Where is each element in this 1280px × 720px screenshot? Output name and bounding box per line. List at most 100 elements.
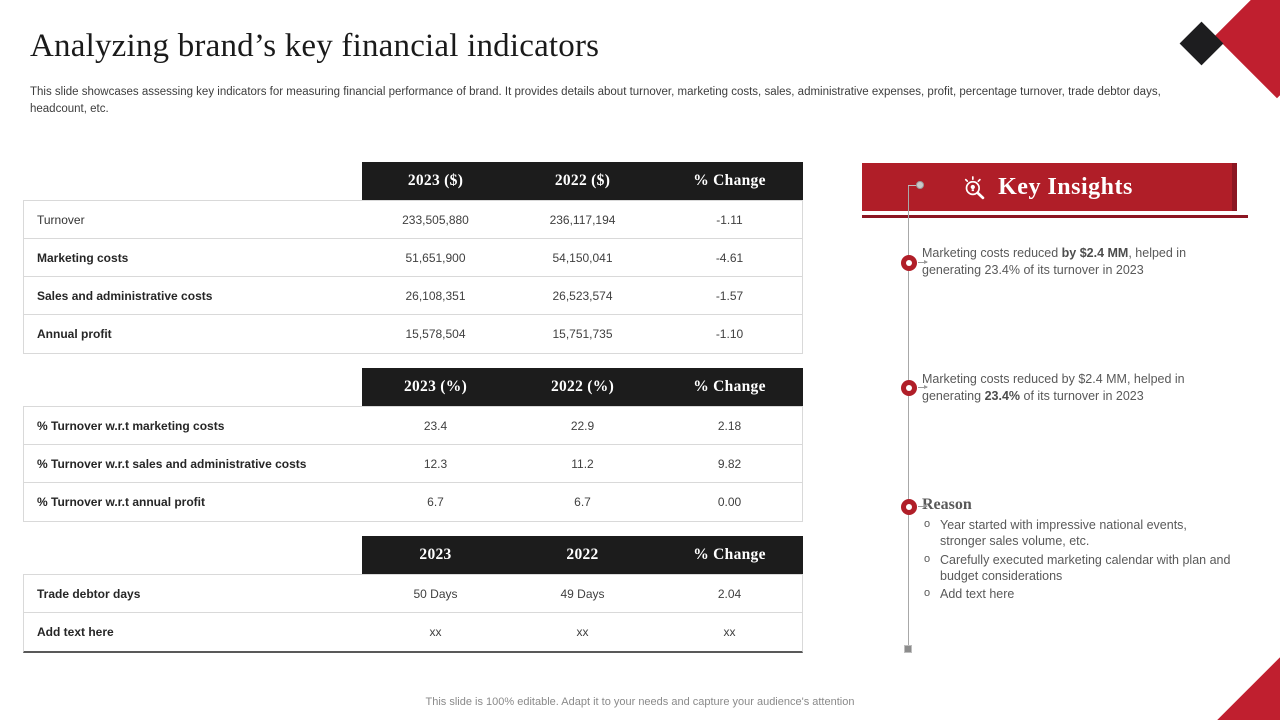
reason-bullet-text: Add text here <box>940 587 1015 601</box>
insight-text-bold: 23.4% <box>984 388 1021 403</box>
cell-2022: 15,751,735 <box>552 327 613 341</box>
cell-change: -1.57 <box>715 288 744 303</box>
corner-red-diamond-icon <box>1214 0 1280 99</box>
cell-2022: 22.9 <box>570 418 595 433</box>
table-row-marketing-costs: Marketing costs 51,651,900 54,150,041 -4… <box>24 239 802 277</box>
cell-2022: 54,150,041 <box>552 250 613 265</box>
reason-bullet-text: Carefully executed marketing calendar wi… <box>940 552 1231 583</box>
cell-2023: 50 Days <box>413 586 458 601</box>
table-header-row: 2023 ($) 2022 ($) % Change <box>23 162 803 200</box>
corner-black-diamond-icon <box>1179 21 1224 66</box>
table-header-row: 2023 2022 % Change <box>23 536 803 574</box>
circle-bullet-icon: o <box>924 552 931 565</box>
cell-change: -1.11 <box>716 212 743 227</box>
cell-2022: 26,523,574 <box>552 288 613 303</box>
timeline-end-dot-icon <box>904 645 912 653</box>
reason-block: Reason o Year started with impressive nat… <box>922 496 1234 604</box>
cell-change: 2.04 <box>717 586 742 601</box>
column-header-2022: 2022 ($) <box>509 162 656 200</box>
column-header-2023: 2023 (%) <box>362 368 509 406</box>
cell-change: -1.10 <box>715 327 744 341</box>
table-row-add-text: Add text here xx xx xx <box>24 613 802 651</box>
timeline-top-dot-icon <box>916 181 924 189</box>
table-row-annual-profit: Annual profit 15,578,504 15,751,735 -1.1… <box>24 315 802 353</box>
column-header-2022: 2022 <box>509 536 656 574</box>
table-body: Trade debtor days 50 Days 49 Days 2.04 A… <box>23 574 803 653</box>
row-label: Annual profit <box>37 327 112 341</box>
row-label: Marketing costs <box>37 250 129 265</box>
table-header-spacer <box>23 368 362 406</box>
page-title: Analyzing brand’s key financial indicato… <box>30 28 600 64</box>
table-row-sales-admin-costs: Sales and administrative costs 26,108,35… <box>24 277 802 315</box>
table-header-spacer <box>23 536 362 574</box>
insight-item-1: Marketing costs reduced by $2.4 MM, help… <box>922 245 1234 278</box>
insight-marker-icon <box>901 255 928 271</box>
row-label: Turnover <box>37 212 85 227</box>
table-row-turnover-annual-profit: % Turnover w.r.t annual profit 6.7 6.7 0… <box>24 483 802 521</box>
column-header-change: % Change <box>656 368 803 406</box>
cell-2023: 51,651,900 <box>405 250 466 265</box>
column-header-2023: 2023 ($) <box>362 162 509 200</box>
table-row-trade-debtor-days: Trade debtor days 50 Days 49 Days 2.04 <box>24 575 802 613</box>
cell-2023: 26,108,351 <box>405 288 466 303</box>
cell-2023: xx <box>429 625 442 639</box>
cell-2023: 6.7 <box>427 495 444 509</box>
cell-2022: 49 Days <box>560 586 605 601</box>
banner-underline <box>862 215 1248 218</box>
row-label: % Turnover w.r.t sales and administrativ… <box>37 456 307 471</box>
insight-text: , helped in generating 23.4% of its turn… <box>922 246 1187 277</box>
table-body: Turnover 233,505,880 236,117,194 -1.11 M… <box>23 200 803 354</box>
table-percentages: 2023 (%) 2022 (%) % Change % Turnover w.… <box>23 368 803 522</box>
cell-2023: 15,578,504 <box>405 327 466 341</box>
reason-list: o Year started with impressive national e… <box>922 517 1234 602</box>
column-header-2023: 2023 <box>362 536 509 574</box>
magnifier-idea-icon <box>961 174 988 201</box>
insight-text: Marketing costs reduced by $2.4 MM, help… <box>922 372 1185 403</box>
table-row-turnover-marketing: % Turnover w.r.t marketing costs 23.4 22… <box>24 407 802 445</box>
footer-note: This slide is 100% editable. Adapt it to… <box>425 696 855 708</box>
row-label: % Turnover w.r.t annual profit <box>37 495 206 509</box>
cell-change: -4.61 <box>715 250 744 265</box>
cell-2023: 233,505,880 <box>402 212 469 227</box>
row-label: Sales and administrative costs <box>37 288 213 303</box>
row-label: % Turnover w.r.t marketing costs <box>37 418 225 433</box>
row-label: Add text here <box>37 625 114 639</box>
key-insights-title: Key Insights <box>998 173 1133 200</box>
slide-description: This slide showcases assessing key indic… <box>30 86 1161 115</box>
reason-bullet-text: Year started with impressive national ev… <box>940 518 1187 549</box>
circle-bullet-icon: o <box>924 518 931 530</box>
table-absolute-values: 2023 ($) 2022 ($) % Change Turnover 233,… <box>23 162 803 354</box>
cell-2023: 23.4 <box>423 418 448 433</box>
timeline-top-connector <box>908 185 918 186</box>
table-row-turnover-sales-admin: % Turnover w.r.t sales and administrativ… <box>24 445 802 483</box>
insight-text-bold: by $2.4 MM <box>1061 246 1129 260</box>
table-header-row: 2023 (%) 2022 (%) % Change <box>23 368 803 406</box>
corner-bottom-red-diamond-icon <box>1212 647 1280 720</box>
timeline-line <box>908 185 909 648</box>
column-header-2022: 2022 (%) <box>509 368 656 406</box>
cell-change: 2.18 <box>717 418 742 433</box>
cell-2022: 6.7 <box>574 495 591 509</box>
insight-marker-icon <box>901 499 928 515</box>
column-header-change: % Change <box>656 162 803 200</box>
cell-2022: 236,117,194 <box>549 212 616 227</box>
insight-text: Marketing costs reduced <box>922 246 1062 260</box>
table-debtor-days: 2023 2022 % Change Trade debtor days 50 … <box>23 536 803 653</box>
insight-item-2: Marketing costs reduced by $2.4 MM, help… <box>922 371 1234 404</box>
reason-bullet: o Carefully executed marketing calendar w… <box>922 552 1234 585</box>
reason-title: Reason <box>922 496 972 513</box>
cell-change: 0.00 <box>717 495 742 509</box>
reason-bullet: o Year started with impressive national e… <box>922 517 1234 550</box>
insight-text: of its turnover in 2023 <box>1020 388 1144 403</box>
table-body: % Turnover w.r.t marketing costs 23.4 22… <box>23 406 803 522</box>
column-header-change: % Change <box>656 536 803 574</box>
cell-2022: 11.2 <box>571 456 594 471</box>
cell-2023: 12.3 <box>423 456 448 471</box>
cell-change: 9.82 <box>717 456 742 471</box>
table-row-turnover: Turnover 233,505,880 236,117,194 -1.11 <box>24 201 802 239</box>
row-label: Trade debtor days <box>37 586 141 601</box>
cell-change: xx <box>723 625 736 639</box>
circle-bullet-icon: o <box>924 587 931 599</box>
insight-marker-icon <box>901 380 928 396</box>
